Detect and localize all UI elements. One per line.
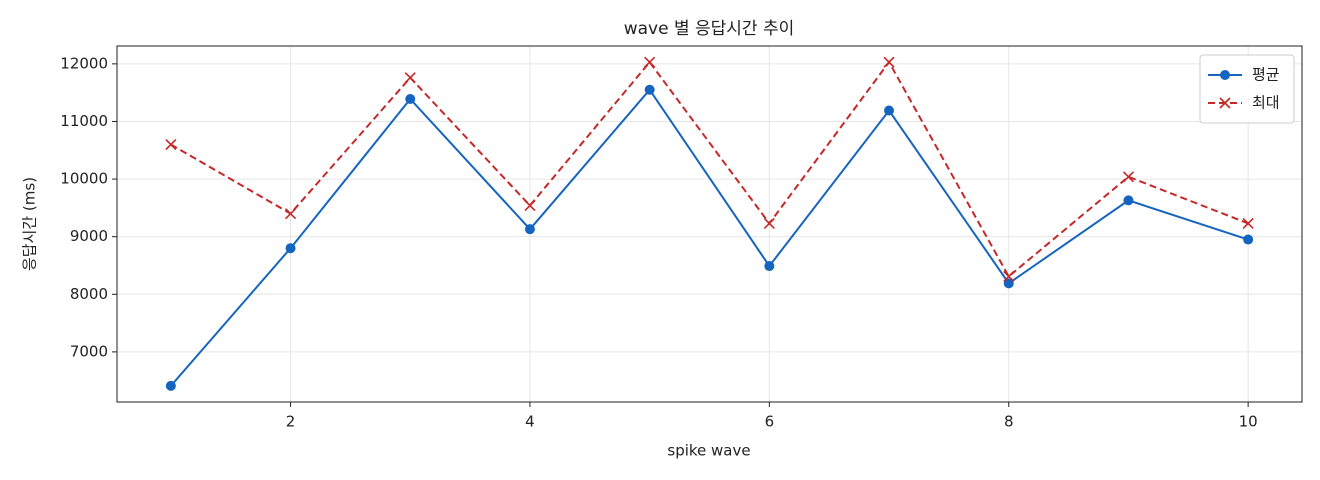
point — [1003, 278, 1014, 289]
x-tick-label: 10 — [1239, 413, 1258, 431]
x-tick-label: 2 — [286, 413, 296, 431]
point — [1122, 171, 1135, 183]
chart-title: wave 별 응답시간 추이 — [624, 19, 795, 39]
series-line — [170, 60, 1249, 278]
y-tick-label: 10000 — [60, 170, 108, 188]
x-axis-label: spike wave — [667, 442, 750, 460]
y-axis-label: 응답시간 (ms) — [21, 177, 39, 271]
point — [1242, 217, 1254, 229]
point — [284, 208, 297, 220]
point — [884, 105, 895, 116]
point — [764, 261, 775, 272]
point — [524, 224, 535, 235]
x-tick-label: 4 — [525, 413, 535, 431]
point — [644, 84, 655, 95]
point — [524, 200, 536, 212]
point — [1243, 234, 1254, 245]
x-tick-label: 6 — [765, 413, 775, 431]
point — [165, 138, 177, 151]
point — [763, 217, 775, 229]
point — [285, 243, 296, 254]
point — [883, 56, 895, 68]
point — [644, 56, 656, 68]
y-tick-label: 12000 — [60, 54, 108, 72]
x-tick-label: 8 — [1004, 413, 1014, 431]
point — [1123, 195, 1134, 206]
plot-frame — [116, 45, 1303, 403]
point — [1003, 270, 1015, 282]
legend-marker — [1220, 70, 1230, 80]
point — [405, 93, 416, 104]
series-line — [170, 88, 1249, 387]
y-tick-label: 11000 — [60, 112, 108, 130]
y-tick-label: 9000 — [70, 227, 108, 245]
legend-label: 평균 — [1252, 66, 1280, 84]
legend-box — [1199, 54, 1295, 124]
y-tick-label: 7000 — [70, 342, 108, 360]
point — [165, 380, 176, 391]
legend-marker — [1219, 97, 1231, 109]
y-tick-label: 8000 — [70, 285, 108, 303]
legend-label: 최대 — [1252, 94, 1280, 112]
point — [404, 72, 416, 84]
